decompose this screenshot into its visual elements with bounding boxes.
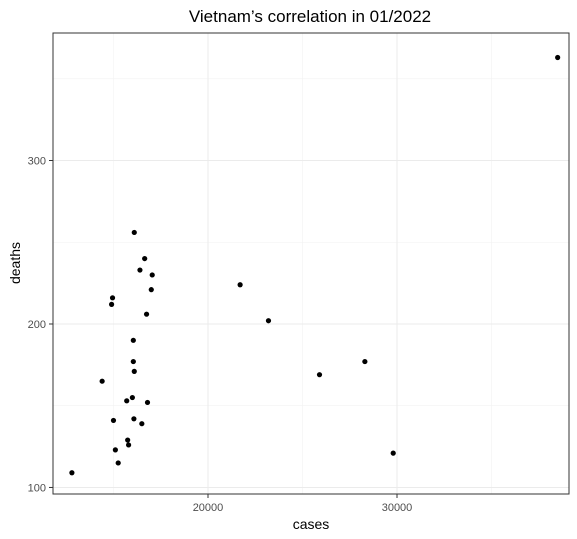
data-point (143, 311, 150, 317)
data-point (265, 318, 272, 324)
data-point (130, 358, 136, 365)
y-axis-title: deaths (7, 242, 23, 284)
y-tick-label: 300 (28, 156, 46, 168)
data-point (126, 442, 132, 448)
data-point (148, 287, 154, 293)
data-point (115, 460, 121, 466)
data-point (124, 398, 130, 404)
data-point (108, 301, 115, 307)
y-tick-label: 100 (28, 482, 46, 494)
data-point (144, 399, 151, 406)
x-axis-title: cases (293, 516, 330, 532)
data-point (131, 229, 137, 236)
major-gridlines (53, 33, 569, 494)
data-point (149, 272, 155, 278)
data-point (362, 358, 368, 365)
data-point (390, 450, 396, 456)
minor-gridlines (53, 33, 569, 494)
x-tick-label: 20000 (193, 502, 224, 514)
y-tick-label: 200 (28, 319, 46, 331)
data-point (237, 282, 243, 288)
data-point (112, 447, 118, 453)
x-axis-ticks: 20000 30000 (193, 494, 413, 514)
y-axis-ticks: 100 200 300 (28, 156, 53, 494)
plot-panel-border (52, 32, 570, 495)
data-point (555, 54, 561, 61)
data-point (316, 372, 323, 378)
x-tick-label: 30000 (382, 502, 413, 514)
data-point (69, 470, 75, 476)
data-point (125, 437, 131, 443)
data-point (142, 255, 148, 262)
data-point (110, 417, 117, 424)
data-point (99, 378, 105, 384)
data-point (131, 416, 137, 422)
data-point (130, 337, 136, 343)
data-point (137, 267, 143, 273)
data-point (109, 295, 116, 301)
data-points (69, 54, 561, 476)
chart-title: Vietnam’s correlation in 01/2022 (189, 7, 431, 26)
data-point (129, 394, 135, 401)
data-point (131, 368, 137, 374)
data-point (139, 421, 145, 427)
